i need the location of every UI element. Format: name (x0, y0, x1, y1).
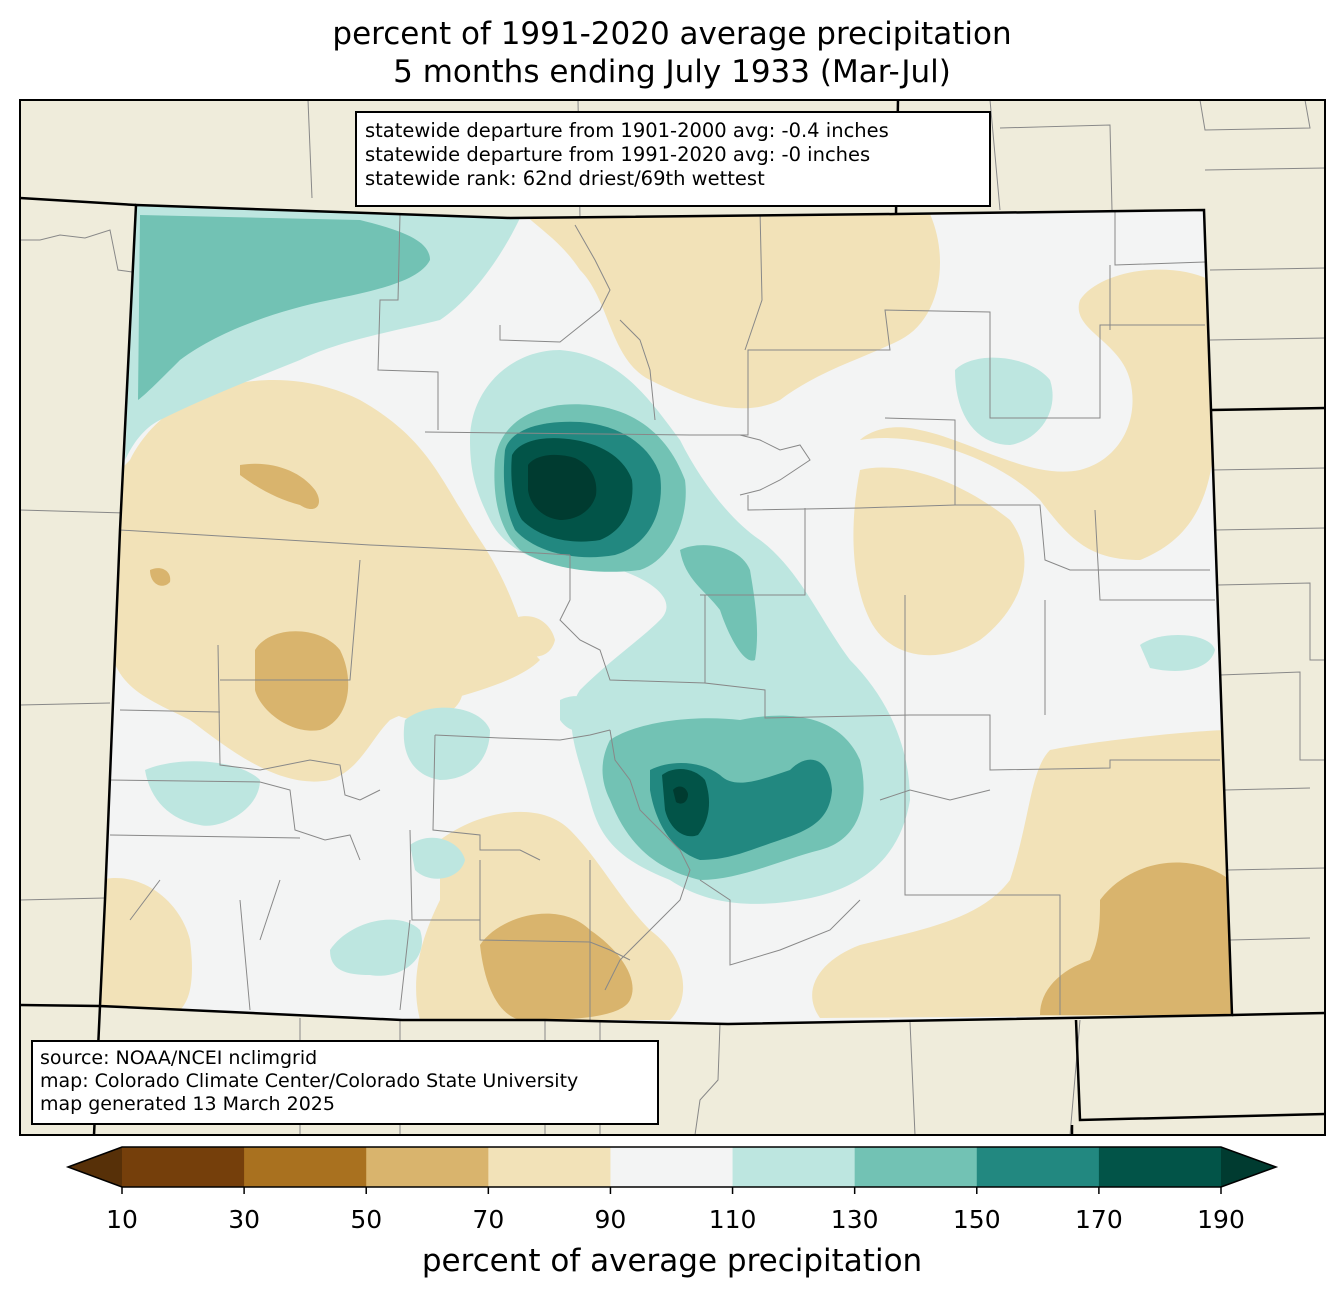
credits-box: source: NOAA/NCEI nclimgrid map: Colorad… (31, 1040, 659, 1125)
credits-source: source: NOAA/NCEI nclimgrid (40, 1047, 318, 1069)
colorbar-label: percent of average precipitation (421, 1243, 923, 1279)
colorbar-tick-label: 170 (1075, 1205, 1123, 1234)
colorbar-segment (610, 1147, 734, 1187)
colorbar-segment (854, 1147, 978, 1187)
colorbar-tick-label: 90 (594, 1205, 627, 1234)
credits-map: map: Colorado Climate Center/Colorado St… (40, 1070, 579, 1092)
colorado-border (98, 203, 1234, 1026)
colorbar-segment (976, 1147, 1100, 1187)
map-frame-border (19, 99, 1326, 1136)
statewide-stats-box: statewide departure from 1901-2000 avg: … (355, 111, 991, 207)
stats-departure-1901-2000: statewide departure from 1901-2000 avg: … (365, 119, 889, 142)
colorbar-segment (366, 1147, 489, 1187)
colorbar (65, 1146, 1279, 1194)
colorbar-tick-label: 190 (1197, 1205, 1245, 1234)
colorbar-over-arrow (1221, 1147, 1276, 1187)
colorbar-segment (244, 1147, 367, 1187)
colorbar-tick-label: 150 (952, 1205, 1001, 1234)
colorbar-segment (1098, 1147, 1222, 1187)
precip-field (100, 205, 1232, 1024)
colorado-county-lines (109, 209, 1220, 1020)
map-title-line1: percent of 1991-2020 average precipitati… (332, 16, 1012, 52)
colorbar-tick-label: 10 (106, 1205, 138, 1234)
credits-date: map generated 13 March 2025 (40, 1093, 335, 1115)
colorbar-under-arrow (68, 1147, 122, 1187)
colorbar-tick-label: 70 (472, 1205, 505, 1234)
colorbar-tick-label: 50 (350, 1205, 383, 1234)
stats-departure-1991-2020: statewide departure from 1991-2020 avg: … (365, 143, 871, 166)
colorbar-segment (732, 1147, 856, 1187)
stats-rank: statewide rank: 62nd driest/69th wettest (365, 167, 765, 190)
colorbar-segment (488, 1147, 611, 1187)
colorbar-tick-label: 30 (228, 1205, 261, 1234)
colorbar-segment (122, 1147, 245, 1187)
colorbar-tick-label: 110 (708, 1205, 757, 1234)
colorbar-tick-label: 130 (830, 1205, 879, 1234)
map-title-line2: 5 months ending July 1933 (Mar-Jul) (393, 54, 951, 90)
